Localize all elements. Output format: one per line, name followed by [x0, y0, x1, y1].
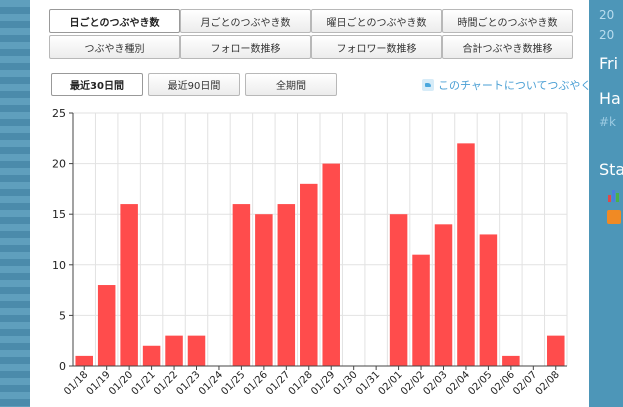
sidebar-heading-hashtags: Ha: [599, 89, 621, 108]
bar-chart-icon[interactable]: [607, 188, 621, 202]
x-tick-label: 01/31: [354, 369, 382, 397]
y-tick-label: 10: [52, 259, 66, 272]
sidebar-hashtag-link[interactable]: #k: [599, 115, 617, 129]
y-tick-label: 15: [52, 208, 66, 221]
bar-02/06[interactable]: [502, 355, 520, 366]
x-tick-label: 02/07: [511, 369, 539, 397]
sidebar-date-1: 20: [599, 8, 615, 22]
tab-daily-tweets[interactable]: 日ごとのつぶやき数: [49, 9, 180, 33]
x-tick-label: 01/21: [130, 369, 158, 397]
bar-01/29[interactable]: [322, 163, 340, 366]
tab-monthly-tweets[interactable]: 月ごとのつぶやき数: [180, 9, 311, 33]
x-tick-label: 01/18: [62, 369, 90, 397]
range-30-days-button[interactable]: 最近30日間: [51, 73, 143, 96]
rss-icon[interactable]: [607, 210, 621, 224]
left-background: [0, 0, 30, 407]
bar-02/03[interactable]: [434, 224, 453, 366]
bar-01/20[interactable]: [120, 204, 138, 366]
x-tick-label: 01/29: [309, 369, 337, 397]
x-tick-label: 02/06: [489, 369, 517, 397]
tab-total-tweets[interactable]: 合計つぶやき数推移: [442, 35, 573, 59]
x-tick-label: 01/28: [287, 369, 315, 397]
bar-02/04[interactable]: [457, 143, 475, 366]
x-tick-label: 01/20: [107, 369, 135, 397]
bar-01/22[interactable]: [165, 335, 183, 366]
sidebar-date-2: 20: [599, 28, 615, 42]
bar-01/26[interactable]: [255, 214, 273, 366]
bar-02/02[interactable]: [412, 254, 430, 366]
right-sidebar: 20 20 Fri Ha #k Sta: [589, 0, 623, 407]
x-tick-label: 02/04: [444, 369, 472, 397]
x-tick-label: 02/01: [377, 369, 405, 397]
bar-01/18[interactable]: [75, 355, 93, 366]
x-tick-label: 01/23: [174, 369, 202, 397]
x-tick-label: 01/26: [242, 369, 270, 397]
y-tick-label: 5: [59, 309, 66, 322]
sidebar-heading-friends: Fri: [599, 54, 619, 73]
sidebar-heading-stats: Sta: [599, 160, 623, 179]
tab-tweet-types[interactable]: つぶやき種別: [49, 35, 180, 59]
bar-01/25[interactable]: [232, 204, 251, 366]
bar-01/19[interactable]: [97, 285, 116, 366]
x-tick-label: 01/30: [332, 369, 360, 397]
x-tick-label: 01/25: [219, 369, 247, 397]
x-tick-label: 01/19: [85, 369, 113, 397]
bar-02/05[interactable]: [479, 234, 498, 366]
tweet-about-chart-label: このチャートについてつぶやく: [438, 79, 592, 92]
tab-follower-count[interactable]: フォロワー数推移: [311, 35, 442, 59]
tab-weekday-tweets[interactable]: 曜日ごとのつぶやき数: [311, 9, 442, 33]
y-tick-label: 0: [59, 360, 66, 373]
x-tick-label: 01/22: [152, 369, 180, 397]
tweet-about-chart-link[interactable]: このチャートについてつぶやく: [422, 77, 591, 93]
twitter-icon: [422, 79, 434, 91]
range-90-days-button[interactable]: 最近90日間: [148, 73, 240, 96]
x-tick-label: 01/24: [197, 369, 225, 397]
bar-02/08[interactable]: [547, 335, 565, 366]
bar-01/23[interactable]: [187, 335, 206, 366]
bar-01/27[interactable]: [277, 204, 296, 366]
x-tick-label: 02/02: [399, 369, 427, 397]
range-all-button[interactable]: 全期間: [245, 73, 337, 96]
y-tick-label: 25: [52, 107, 66, 120]
bar-01/28[interactable]: [300, 183, 318, 366]
tab-hourly-tweets[interactable]: 時間ごとのつぶやき数: [442, 9, 573, 33]
tab-follow-count[interactable]: フォロー数推移: [180, 35, 311, 59]
main-panel: 日ごとのつぶやき数 月ごとのつぶやき数 曜日ごとのつぶやき数 時間ごとのつぶやき…: [30, 0, 591, 407]
y-tick-label: 20: [52, 158, 66, 171]
bar-01/21[interactable]: [142, 345, 161, 366]
x-tick-label: 02/08: [534, 369, 562, 397]
x-tick-label: 01/27: [264, 369, 292, 397]
x-tick-label: 02/05: [466, 369, 494, 397]
daily-tweets-chart: 0 5 10 15 20 25 01/1801/1901/2001/2101/2201/23…: [52, 107, 568, 398]
x-tick-label: 02/03: [421, 369, 449, 397]
bar-02/01[interactable]: [389, 214, 408, 366]
